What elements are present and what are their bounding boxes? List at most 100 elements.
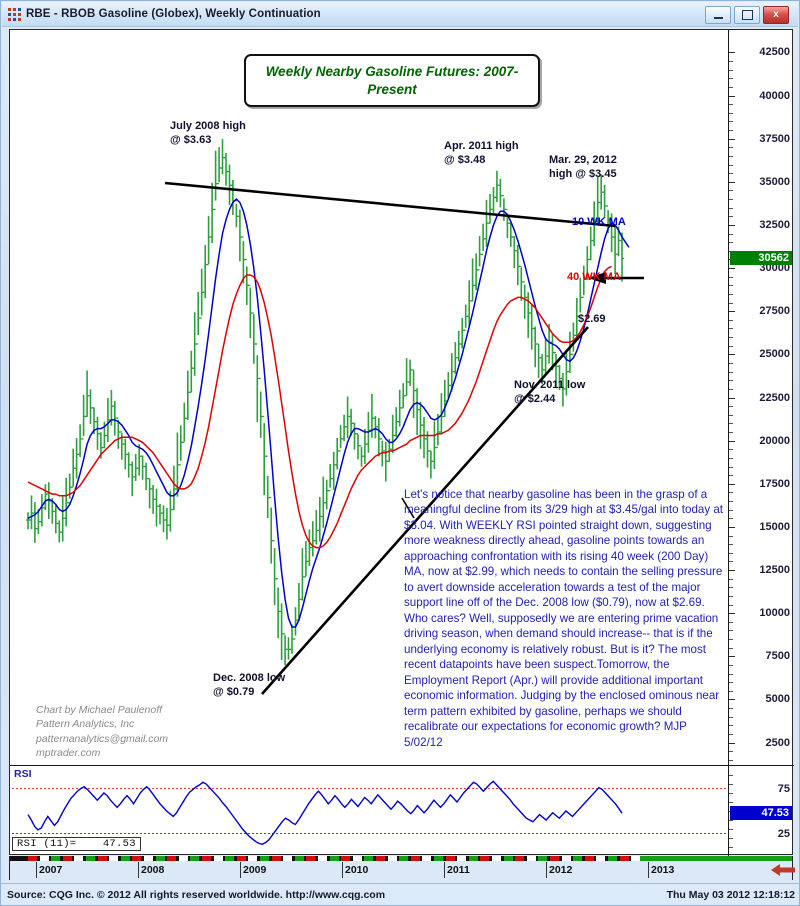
price-axis-minor-tick <box>729 199 733 201</box>
legend-10wk-ma: 10 WK MA <box>572 216 626 228</box>
price-axis-minor-tick <box>729 406 733 408</box>
price-axis-minor-tick <box>729 544 733 546</box>
price-axis-minor-tick <box>729 759 733 761</box>
annotation-leader-lines <box>401 497 415 519</box>
date-bar-segment <box>399 856 409 861</box>
price-axis-minor-tick <box>729 682 733 684</box>
price-axis-tick: 32500 <box>759 218 790 231</box>
price-axis-minor-tick <box>729 673 733 675</box>
price-axis-minor-tick <box>729 285 733 287</box>
date-bar-segment <box>294 856 304 861</box>
price-axis-minor-tick <box>729 112 733 114</box>
date-bar-segment <box>271 856 281 861</box>
price-axis-minor-tick <box>729 604 733 606</box>
price-axis-tick: 12500 <box>759 564 790 577</box>
price-axis-minor-tick <box>729 104 733 106</box>
price-axis-tick: 27500 <box>759 305 790 318</box>
price-axis-tick: 2500 <box>765 736 790 749</box>
window-title-bar: RBE - RBOB Gasoline (Globex), Weekly Con… <box>2 2 798 27</box>
nav-arrow-icon[interactable] <box>771 863 795 877</box>
price-axis-tickmark <box>729 354 735 356</box>
date-bar-segment <box>225 856 235 861</box>
maximize-button[interactable] <box>734 6 760 24</box>
chart-credit: Chart by Michael Paulenoff Pattern Analy… <box>36 704 169 760</box>
date-bar-segment <box>608 856 617 861</box>
price-axis-minor-tick <box>729 147 733 149</box>
price-axis-minor-tick <box>729 155 733 157</box>
price-axis-minor-tick <box>729 276 733 278</box>
rsi-axis-minor-tick <box>729 775 733 776</box>
date-bar-segment <box>387 856 397 861</box>
rsi-line <box>27 780 623 846</box>
date-bar-segment <box>132 856 142 861</box>
price-axis-minor-tick <box>729 233 733 235</box>
date-bar-segment <box>144 856 153 861</box>
annotation-support-value: $2.69 <box>578 313 606 325</box>
price-axis-minor-tick <box>729 371 733 373</box>
date-bar-segment <box>584 856 594 861</box>
date-bar-segment <box>352 856 362 861</box>
date-bar-segment <box>109 856 119 861</box>
date-bar-segment <box>492 856 501 861</box>
commentary-text: Let's notice that nearby gasoline has be… <box>404 488 724 749</box>
minimize-button[interactable] <box>705 6 731 24</box>
price-axis-minor-tick <box>729 242 733 244</box>
date-axis[interactable]: 2007 2008 2009 2010 2011 2012 2013 <box>9 856 793 880</box>
date-bar-segment <box>619 856 629 861</box>
price-axis-minor-tick <box>729 501 733 503</box>
price-axis-tick: 37500 <box>759 132 790 145</box>
price-axis-tickmark <box>729 570 735 572</box>
price-axis-minor-tick <box>729 190 733 192</box>
price-axis-tickmark <box>729 138 735 140</box>
price-axis-minor-tick <box>729 78 733 80</box>
rsi-axis[interactable]: 75 25 47.53 <box>728 765 794 856</box>
rsi-axis-minor-tick <box>729 829 733 830</box>
date-bar-segment <box>376 856 385 861</box>
rsi-chart-svg <box>12 780 726 846</box>
date-bar-segment <box>364 856 374 861</box>
price-axis-minor-tick <box>729 293 733 295</box>
rsi-axis-minor-tick <box>729 820 733 821</box>
price-axis-tick: 10000 <box>759 607 790 620</box>
price-axis-minor-tick <box>729 362 733 364</box>
price-axis-minor-tick <box>729 173 733 175</box>
price-axis-minor-tick <box>729 716 733 718</box>
price-axis[interactable]: 42500 40000 37500 35000 32500 30000 27500 25000… <box>728 30 794 765</box>
date-bar-segment <box>318 856 327 861</box>
date-axis-bar <box>10 856 792 861</box>
annotation-july-2008-high: July 2008 high @ $3.63 <box>170 120 246 147</box>
date-bar-segment <box>434 856 443 861</box>
price-axis-minor-tick <box>729 319 733 321</box>
date-bar-segment <box>51 856 61 861</box>
price-pointer-arrow <box>588 272 644 284</box>
close-icon: x <box>773 9 779 20</box>
date-axis-tick: 2007 <box>36 862 62 878</box>
price-axis-tick: 7500 <box>765 650 790 663</box>
price-plot-area[interactable] <box>10 30 728 765</box>
trendlines <box>164 181 616 695</box>
close-button[interactable]: x <box>763 6 789 24</box>
rsi-panel-label: RSI <box>14 768 32 780</box>
app-icon <box>8 7 21 21</box>
price-axis-minor-tick <box>729 630 733 632</box>
price-axis-minor-tick <box>729 475 733 477</box>
price-axis-minor-tick <box>729 578 733 580</box>
ohlc-bars <box>26 139 624 666</box>
price-axis-minor-tick <box>729 535 733 537</box>
status-timestamp: Thu May 03 2012 12:18:12 <box>666 888 795 901</box>
price-axis-minor-tick <box>729 587 733 589</box>
price-axis-minor-tick <box>729 561 733 563</box>
date-bar-segment <box>236 856 246 861</box>
price-axis-minor-tick <box>729 121 733 123</box>
date-axis-tick: 2012 <box>546 862 572 878</box>
price-axis-minor-tick <box>729 302 733 304</box>
rsi-plot-area[interactable]: RSI RSI (11)= 47.53 <box>10 765 728 856</box>
date-bar-segment <box>39 856 49 861</box>
price-axis-minor-tick <box>729 509 733 511</box>
chart-frame: RSI RSI (11)= 47.53 42500 40000 37500 35000… <box>9 29 794 856</box>
price-axis-tickmark <box>729 52 735 54</box>
date-bar-segment <box>480 856 490 861</box>
date-bar-segment <box>306 856 316 861</box>
price-axis-minor-tick <box>729 552 733 554</box>
